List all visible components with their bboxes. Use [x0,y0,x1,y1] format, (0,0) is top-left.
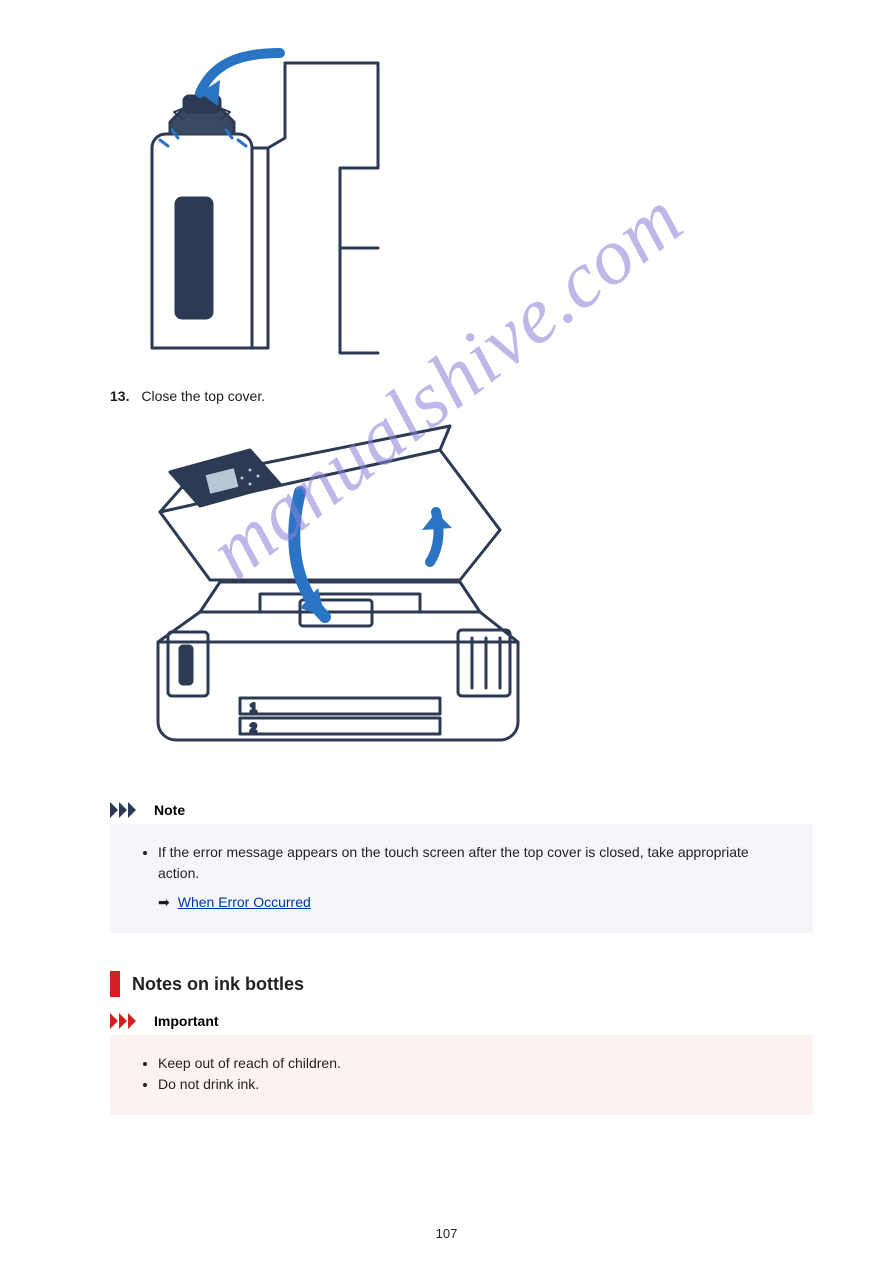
important-box: Keep out of reach of children. Do not dr… [110,1035,813,1115]
important-label: Important [154,1013,219,1029]
section-title: Notes on ink bottles [132,974,304,995]
right-arrow-icon: ➡ [158,892,170,913]
figure-printer-close-cover: 1 2 [140,412,813,772]
important-bullet-2: Do not drink ink. [158,1074,791,1095]
step-13: 13. Close the top cover. [110,388,813,404]
svg-text:1: 1 [250,701,257,715]
page-number: 107 [0,1226,893,1241]
note-link[interactable]: When Error Occurred [178,892,311,913]
note-box: If the error message appears on the touc… [110,824,813,933]
figure-tank-cap [140,48,813,358]
red-bar-icon [110,971,120,997]
note-bullet: If the error message appears on the touc… [158,842,791,884]
chevrons-red-icon [110,1013,144,1029]
step-text: Close the top cover. [141,388,265,404]
section-header: Notes on ink bottles [110,971,813,997]
step-number: 13. [110,388,129,404]
chevrons-icon [110,802,144,818]
note-link-row: ➡ When Error Occurred [158,892,791,913]
note-block: Note If the error message appears on the… [110,802,813,933]
note-label: Note [154,802,185,818]
important-block: Important Keep out of reach of children.… [110,1013,813,1115]
svg-text:2: 2 [250,721,257,735]
important-bullet-1: Keep out of reach of children. [158,1053,791,1074]
